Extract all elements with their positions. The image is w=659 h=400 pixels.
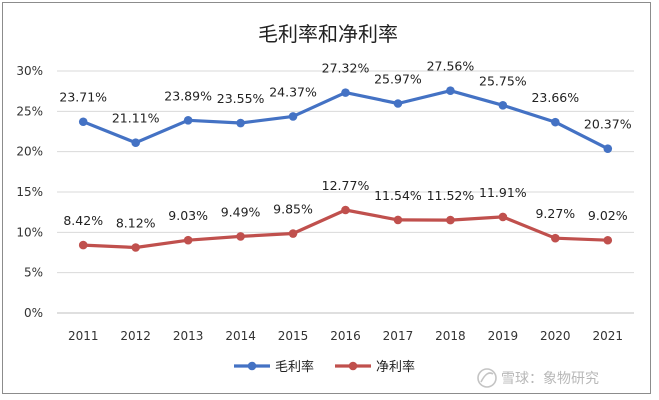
y-axis-ticks: 0% 5% 10% 15% 20% 25% 30% [16,64,43,320]
data-label: 20.37% [584,117,632,132]
data-label: 23.55% [217,91,265,106]
data-label: 9.49% [221,204,261,219]
legend-marker [348,361,358,371]
data-point [183,115,193,125]
data-point [288,112,298,121]
data-label: 23.71% [59,90,107,105]
data-point [236,232,245,241]
watermark: 雪球：象物研究 [477,368,599,388]
data-label: 27.32% [322,61,370,76]
x-tick-label: 2011 [68,329,99,343]
series-layer [78,86,613,252]
data-point [446,86,455,95]
x-tick-label: 2012 [120,329,151,343]
series-line [81,208,610,250]
data-point [78,117,88,127]
data-label: 11.52% [427,188,475,203]
x-tick-label: 2018 [435,329,466,343]
x-tick-label: 2021 [592,329,623,343]
data-label: 9.85% [273,202,313,217]
data-point [498,100,508,110]
data-label: 11.54% [374,188,422,203]
legend-label: 净利率 [376,359,415,375]
data-label: 9.27% [535,206,575,221]
data-point [393,99,403,108]
chart-title: 毛利率和净利率 [258,22,398,46]
data-label: 23.66% [531,90,579,105]
data-point [236,118,245,128]
x-axis-ticks: 2011 2012 2013 2014 2015 2016 2017 2018 2019 2020… [68,329,623,343]
data-point [551,233,560,243]
data-label: 11.91% [479,185,527,200]
legend-marker [247,361,257,371]
data-labels: 23.71% 21.11% 23.89% 23.55% 24.37% 27.32% 25.9… [59,59,631,231]
y-tick-label: 20% [16,145,43,159]
x-tick-label: 2013 [173,329,204,343]
data-point [288,229,298,238]
legend-label: 毛利率 [275,359,314,375]
y-tick-label: 15% [16,185,43,199]
y-tick-label: 0% [24,306,43,320]
data-point [131,243,140,252]
data-label: 24.37% [269,84,317,99]
x-tick-label: 2017 [383,329,414,343]
x-tick-label: 2020 [540,329,571,343]
gridlines [57,70,634,314]
y-tick-label: 25% [16,104,43,118]
data-label: 8.42% [63,213,103,228]
x-tick-label: 2015 [278,329,309,343]
data-point [603,235,613,245]
data-label: 25.97% [374,72,422,87]
data-label: 23.89% [164,88,212,103]
watermark-text: 雪球：象物研究 [501,371,599,387]
chart-frame [2,2,651,394]
y-tick-label: 5% [24,266,43,280]
legend: 毛利率 净利率 [234,359,415,375]
data-label: 27.56% [427,59,475,74]
x-tick-label: 2019 [488,329,519,343]
data-point [551,117,560,127]
data-label: 12.77% [322,178,370,193]
data-label: 8.12% [116,215,156,230]
y-tick-label: 10% [16,225,43,239]
series-line [81,89,610,151]
data-point [78,240,88,250]
snowball-logo-icon [477,368,497,388]
data-point [341,205,350,215]
data-label: 9.03% [168,208,208,223]
data-point [446,215,455,225]
data-label: 9.02% [588,208,628,223]
data-point [603,144,613,153]
data-point [131,138,140,148]
data-label: 25.75% [479,73,527,88]
data-point [393,215,403,225]
data-label: 21.11% [112,111,160,126]
y-tick-label: 30% [16,64,43,78]
data-point [183,235,193,245]
x-tick-label: 2016 [330,329,361,343]
x-tick-label: 2014 [225,329,256,343]
data-point [498,212,508,222]
data-point [341,88,350,97]
